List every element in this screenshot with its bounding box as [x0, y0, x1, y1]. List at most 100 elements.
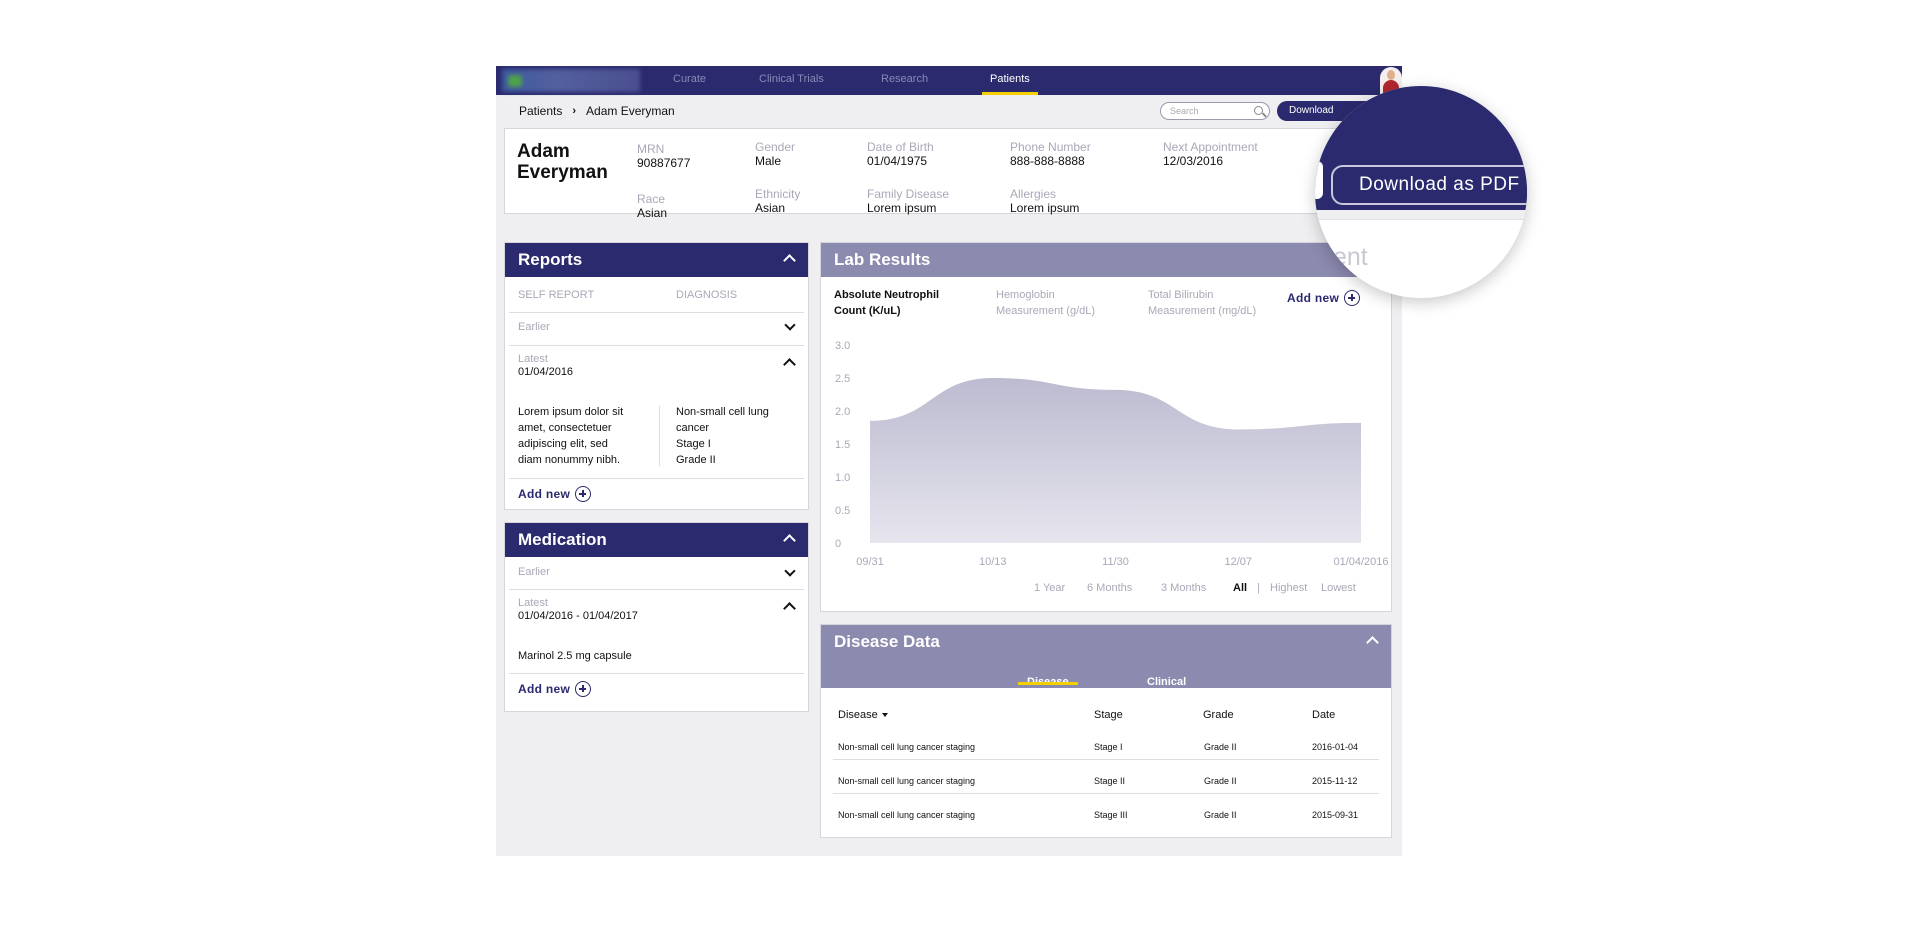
medication-header[interactable]: Medication [505, 523, 808, 557]
breadcrumb-patients-link[interactable]: Patients [519, 104, 563, 118]
latest-label: Latest [518, 597, 548, 609]
y-tick-label: 3.0 [835, 340, 850, 352]
active-tab-underline [982, 92, 1038, 95]
dob-label: Date of Birth [867, 140, 934, 154]
tab-disease[interactable]: Disease [1018, 665, 1078, 699]
nav-tab-research[interactable]: Research [881, 73, 929, 85]
self-report-column-label: SELF REPORT [518, 289, 595, 301]
table-row[interactable]: Non-small cell lung cancer staging Stage … [821, 810, 1391, 834]
lab-results-card: Lab Results Absolute Neutrophil Count (K/… [820, 242, 1392, 612]
table-cell: Grade II [1204, 742, 1237, 752]
race-label: Race [637, 192, 666, 206]
top-nav: Curate Clinical Trials Research Patients [496, 66, 1402, 95]
next-appointment-field: Next Appointment 12/03/2016 [1163, 141, 1258, 169]
table-cell: 2016-01-04 [1312, 742, 1359, 752]
chevron-up-icon[interactable] [783, 254, 796, 267]
time-filter-6-months[interactable]: 6 Months [1087, 582, 1133, 594]
diagnosis-column-label: DIAGNOSIS [676, 289, 738, 301]
caret-down-icon [881, 713, 888, 718]
brand-logo [502, 69, 640, 92]
search-placeholder: Search [1170, 106, 1199, 116]
time-filter-lowest[interactable]: Lowest [1321, 582, 1356, 594]
time-filter-all[interactable]: All [1233, 582, 1248, 594]
lab-tab-neutrophil[interactable]: Absolute Neutrophil Count (K/uL) [834, 289, 940, 317]
nav-tab-patients[interactable]: Patients [982, 66, 1038, 95]
column-header-date: Date [1312, 709, 1336, 721]
tab-clinical[interactable]: Clinical [1147, 676, 1187, 688]
chevron-up-icon [783, 358, 796, 371]
medication-latest-row[interactable]: Latest 01/04/2016 - 01/04/2017 [505, 590, 808, 622]
add-new-label: Add new [1287, 291, 1340, 305]
reports-earlier-row[interactable]: Earlier [505, 313, 808, 345]
chevron-up-icon[interactable] [783, 534, 796, 547]
time-filter-1-year[interactable]: 1 Year [1034, 582, 1066, 594]
table-cell: Stage I [1094, 742, 1123, 752]
filter-separator: | [1257, 582, 1260, 594]
allergies-label: Allergies [1010, 187, 1057, 201]
breadcrumb: Patients › Adam Everyman [519, 104, 675, 118]
medication-item: Marinol 2.5 mg capsule [518, 650, 632, 662]
search-input[interactable]: Search [1160, 102, 1270, 120]
table-cell: Grade II [1204, 776, 1237, 786]
patient-summary-card: Adam Everyman MRN 90887677 Gender Male D… [504, 128, 1392, 220]
table-row[interactable]: Non-small cell lung cancer staging Stage … [821, 742, 1391, 766]
time-filter-highest[interactable]: Highest [1270, 582, 1308, 594]
family-disease-label: Family Disease [867, 187, 950, 201]
zoom-magnifier: Download as PDF ent [1315, 86, 1527, 298]
divider [509, 312, 804, 313]
latest-label: Latest [518, 353, 548, 365]
lab-add-new-button[interactable]: Add new [1287, 290, 1361, 306]
table-cell: Grade II [1204, 810, 1237, 820]
disease-data-card: Disease Data Disease Clinical Disease St… [820, 624, 1392, 838]
download-as-pdf-button[interactable]: Download as PDF [1331, 165, 1527, 205]
race-value: Asian [637, 206, 668, 220]
y-tick-label: 1.0 [835, 472, 850, 484]
y-tick-label: 0.5 [835, 505, 850, 517]
earlier-label: Earlier [518, 566, 550, 578]
disease-data-title: Disease Data [834, 632, 940, 651]
lab-tab-bilirubin[interactable]: Total Bilirubin Measurement (mg/dL) [1148, 289, 1257, 317]
nav-tab-curate[interactable]: Curate [673, 73, 707, 85]
time-filter-3-months[interactable]: 3 Months [1161, 582, 1207, 594]
patient-name: Adam Everyman [517, 141, 608, 183]
mrn-value: 90887677 [637, 156, 691, 170]
table-row[interactable]: Non-small cell lung cancer staging Stage … [821, 776, 1391, 800]
phone-label: Phone Number [1010, 140, 1091, 154]
neutrophil-area-series [870, 378, 1361, 543]
lab-tab-hemoglobin[interactable]: Hemoglobin Measurement (g/dL) [996, 289, 1096, 317]
y-tick-label: 0 [835, 538, 841, 550]
ethnicity-value: Asian [755, 201, 786, 215]
reports-add-new-button[interactable]: Add new [518, 486, 592, 502]
table-cell: 2015-11-12 [1312, 776, 1358, 786]
medication-add-new-button[interactable]: Add new [518, 681, 592, 697]
dob-value: 01/04/1975 [867, 154, 928, 168]
plus-circle-icon [575, 486, 592, 502]
nav-tab-clinical-trials[interactable]: Clinical Trials [759, 73, 824, 85]
mrn-label: MRN [637, 142, 665, 156]
allergies-value: Lorem ipsum [1010, 201, 1080, 215]
reports-header[interactable]: Reports [505, 243, 808, 277]
x-tick-label: 10/13 [979, 556, 1007, 568]
x-tick-label: 09/31 [856, 556, 884, 568]
gender-value: Male [755, 154, 782, 168]
column-header-stage: Stage [1094, 709, 1123, 721]
column-divider [659, 406, 660, 466]
magnified-background-strip [1315, 210, 1527, 220]
lab-results-chart: 3.0 2.5 2.0 1.5 1.0 0.5 0 09/31 10/13 11/30 12/07… [835, 340, 1389, 568]
reports-latest-row[interactable]: Latest 01/04/2016 [505, 346, 808, 378]
x-tick-label: 11/30 [1102, 556, 1129, 568]
add-new-label: Add new [518, 487, 571, 501]
column-header-disease[interactable]: Disease [838, 709, 888, 721]
y-tick-label: 2.0 [835, 406, 850, 418]
download-as-pdf-label: Download as PDF [1359, 174, 1520, 195]
medication-earlier-row[interactable]: Earlier [505, 557, 808, 589]
table-cell: 2015-09-31 [1312, 810, 1359, 820]
chevron-up-icon[interactable] [1366, 636, 1379, 649]
earlier-label: Earlier [518, 321, 550, 333]
allergies-field: Allergies Lorem ipsum [1010, 187, 1080, 216]
ethnicity-field: Ethnicity Asian [755, 187, 801, 216]
ethnicity-label: Ethnicity [755, 187, 801, 201]
gender-field: Gender Male [755, 141, 795, 169]
latest-date-range: 01/04/2016 - 01/04/2017 [518, 610, 638, 622]
table-cell: Non-small cell lung cancer staging [838, 810, 976, 820]
